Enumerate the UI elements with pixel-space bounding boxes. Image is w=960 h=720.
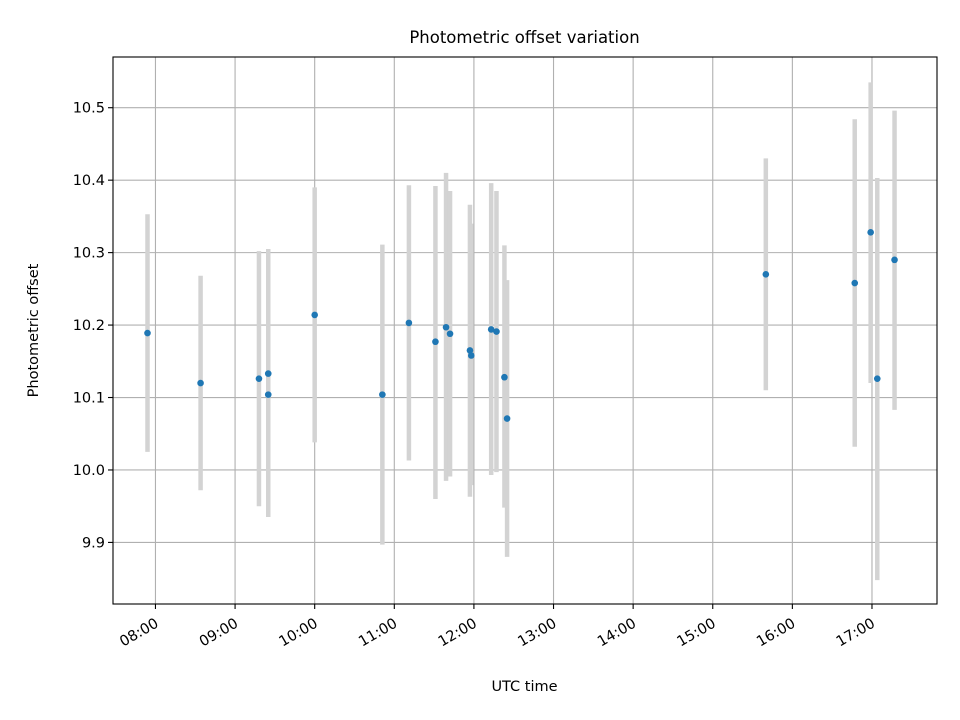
data-point bbox=[264, 370, 272, 377]
data-point bbox=[487, 326, 495, 333]
data-point bbox=[264, 391, 272, 398]
y-tick-label: 10.4 bbox=[73, 173, 105, 189]
y-tick-label: 10.2 bbox=[73, 318, 105, 334]
data-point bbox=[503, 415, 511, 422]
data-point bbox=[466, 347, 474, 354]
data-point bbox=[873, 375, 881, 382]
data-point bbox=[442, 323, 450, 331]
data-point bbox=[197, 379, 204, 387]
data-point bbox=[311, 311, 318, 319]
data-point bbox=[255, 375, 263, 382]
data-point bbox=[851, 279, 859, 287]
x-axis-label: UTC time bbox=[491, 679, 557, 695]
y-tick-label: 10.5 bbox=[73, 101, 105, 117]
y-tick-label: 9.9 bbox=[82, 535, 105, 551]
data-point bbox=[405, 319, 413, 327]
data-point bbox=[493, 328, 500, 335]
y-axis: 9.9 10.0 10.1 10.2 10.3 10.4 10.5 bbox=[73, 101, 113, 551]
data-point bbox=[762, 271, 770, 278]
data-point bbox=[432, 338, 439, 346]
y-tick-label: 10.3 bbox=[73, 246, 105, 262]
y-axis-label: Photometric offset bbox=[26, 263, 42, 397]
data-point bbox=[144, 329, 151, 337]
data-points bbox=[144, 229, 898, 422]
data-point bbox=[379, 391, 386, 398]
data-point bbox=[467, 352, 475, 359]
data-point bbox=[867, 229, 874, 236]
y-tick-label: 10.0 bbox=[73, 463, 105, 479]
chart-title: Photometric offset variation bbox=[409, 28, 639, 47]
y-tick-label: 10.1 bbox=[73, 391, 105, 407]
data-point bbox=[891, 256, 898, 264]
data-point bbox=[501, 373, 508, 381]
data-point bbox=[446, 330, 454, 338]
plot-frame bbox=[112, 56, 938, 605]
